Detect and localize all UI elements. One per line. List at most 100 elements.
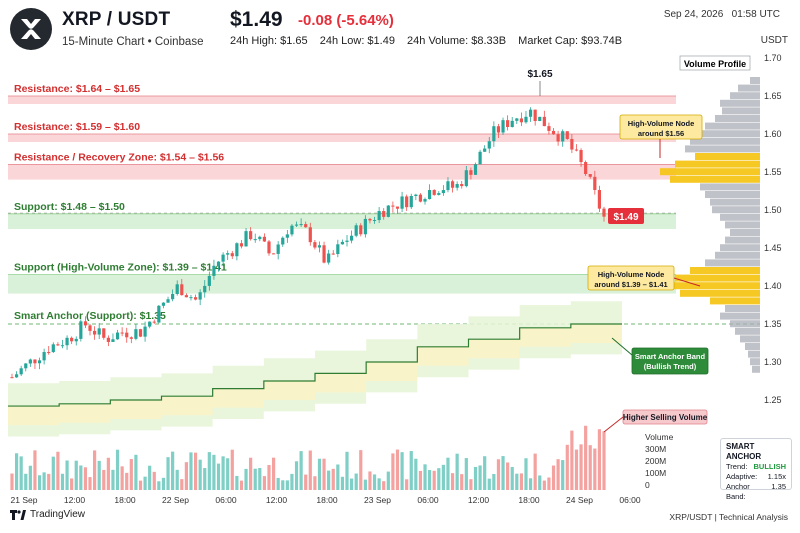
- candle-body: [221, 254, 225, 262]
- candle-body: [602, 208, 606, 217]
- candle-body: [138, 329, 143, 337]
- volume-bar: [171, 451, 175, 490]
- volume-profile-bar: [660, 282, 760, 290]
- volume-bar: [372, 474, 377, 490]
- candle-body: [304, 224, 308, 228]
- candle-body: [244, 231, 248, 247]
- volume-bar: [501, 456, 505, 490]
- candle-body: [579, 150, 583, 163]
- price-axis-tick: 1.50: [764, 205, 782, 215]
- volume-axis-tick: 200M: [645, 456, 666, 466]
- volume-bar: [226, 458, 230, 490]
- candle-body: [42, 352, 46, 361]
- zone-band: [8, 164, 676, 180]
- zone-label: Support: $1.48 – $1.50: [14, 201, 125, 213]
- volume-bar: [42, 472, 46, 490]
- candle-body: [281, 237, 285, 245]
- candle-body: [24, 363, 28, 369]
- anchor-band-callout-box: [631, 347, 709, 375]
- volume-bar: [519, 473, 523, 490]
- volume-bar: [588, 445, 592, 490]
- volume-axis-title: Volume: [645, 432, 674, 442]
- tradingview-brand[interactable]: TradingView: [10, 509, 85, 520]
- candle-body: [428, 190, 432, 200]
- candle-body: [524, 116, 528, 123]
- time-axis-tick: 12:00: [266, 495, 288, 505]
- candle-body: [556, 134, 560, 142]
- hv-node-top-box: [619, 114, 703, 140]
- candle-body: [423, 199, 427, 202]
- volume-bar: [157, 481, 161, 490]
- candle-body: [47, 352, 51, 354]
- candle-body: [478, 151, 482, 165]
- volume-profile-bar: [715, 115, 760, 122]
- volume-bar: [483, 456, 487, 490]
- candle-body: [157, 305, 161, 323]
- volume-bar: [496, 459, 501, 490]
- volume-bar: [331, 468, 335, 490]
- time-axis-tick: 22 Sep: [162, 495, 189, 505]
- candle-body: [349, 235, 354, 241]
- time-axis-tick: 23 Sep: [364, 495, 391, 505]
- volume-bar: [143, 476, 147, 490]
- volume-profile-bar: [685, 145, 760, 153]
- candle-body: [405, 196, 409, 208]
- volume-profile-bar: [735, 327, 760, 335]
- volume-bar: [304, 474, 308, 490]
- candle-body: [235, 243, 239, 257]
- volume-profile-bar: [748, 350, 760, 358]
- hv-node-bottom-text: High-Volume Node: [598, 270, 665, 279]
- volume-bar: [524, 458, 528, 490]
- volume-bar: [290, 473, 294, 490]
- hv-node-top-text: High-Volume Node: [628, 119, 695, 128]
- volume-bar: [313, 476, 317, 490]
- candle-body: [538, 116, 542, 122]
- volume-bar: [574, 449, 579, 490]
- candle-body: [377, 211, 381, 221]
- price-axis-tick: 1.30: [764, 357, 782, 367]
- volume-bar: [506, 462, 510, 490]
- volume-bar: [377, 478, 381, 490]
- volume-bar: [65, 460, 69, 490]
- candle-body: [189, 297, 193, 299]
- candle-body: [258, 236, 262, 240]
- candle-body: [171, 293, 175, 300]
- volume-bar: [212, 454, 216, 490]
- candle-body: [593, 176, 597, 190]
- candle-body: [542, 116, 546, 127]
- candle-body: [203, 285, 207, 293]
- volume-bar: [418, 470, 423, 490]
- volume-profile-bar: [722, 107, 760, 115]
- volume-bar: [166, 457, 170, 490]
- candle-body: [97, 328, 101, 335]
- candle-body: [79, 321, 83, 339]
- price-axis-tick: 1.55: [764, 167, 782, 177]
- volume-bar: [469, 479, 473, 490]
- volume-bar: [336, 464, 340, 490]
- volume-profile-bar: [680, 289, 760, 297]
- volume-profile-bar: [752, 365, 760, 373]
- candle-body: [386, 205, 390, 217]
- volume-bar: [56, 451, 60, 490]
- price-axis-tick: 1.70: [764, 53, 782, 63]
- candle-body: [597, 189, 602, 209]
- volume-bar: [47, 473, 51, 490]
- zone-label: Support (High-Volume Zone): $1.39 – $1.4…: [14, 262, 227, 274]
- price-axis-tick: 1.25: [764, 395, 782, 405]
- candle-body: [345, 240, 349, 242]
- zone-band: [8, 134, 676, 142]
- hv-node-bottom-text: around $1.39 – $1.41: [594, 280, 667, 289]
- candle-body: [588, 174, 592, 177]
- last-price-tag: [608, 208, 644, 224]
- volume-bar: [134, 454, 138, 490]
- volume-profile-bar: [712, 206, 760, 214]
- candle-body: [216, 261, 221, 266]
- volume-bar: [359, 450, 363, 490]
- volume-profile-bar: [725, 305, 760, 312]
- candle-body: [230, 253, 234, 257]
- candle-body: [239, 243, 244, 247]
- candle-body: [391, 205, 395, 207]
- candle-body: [473, 164, 478, 175]
- candle-body: [584, 162, 588, 175]
